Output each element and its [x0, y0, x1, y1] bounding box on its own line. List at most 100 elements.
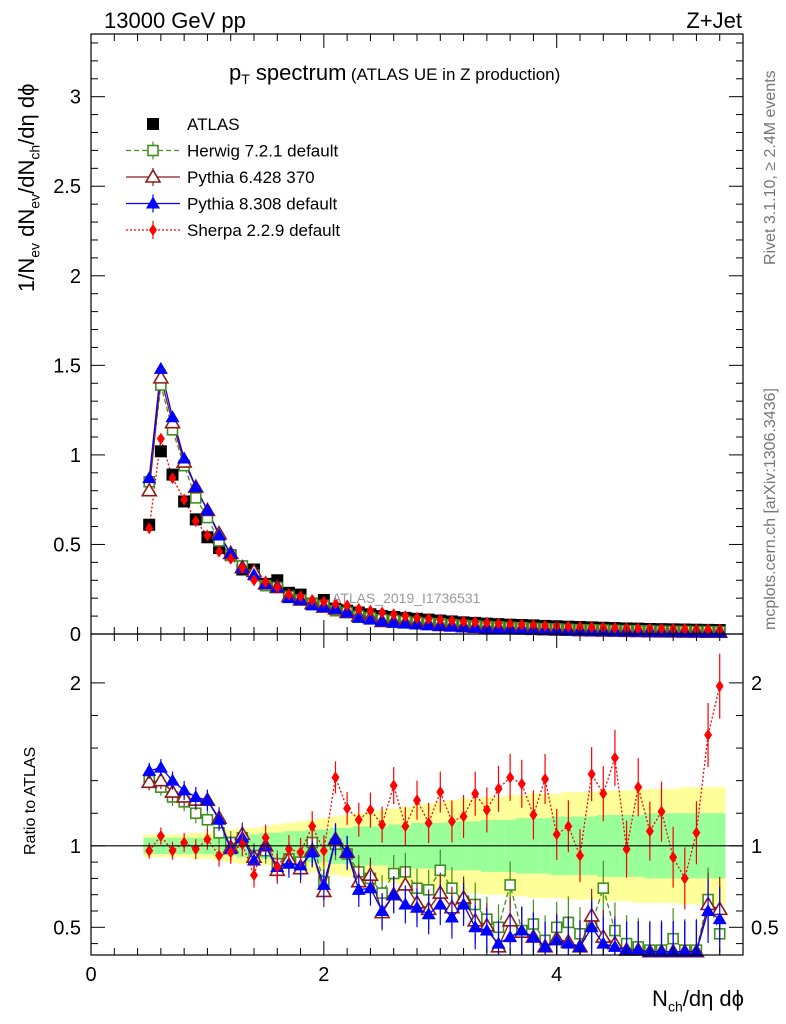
- ratio-point-sherpa: [308, 820, 317, 833]
- main-point-sherpa: [273, 581, 282, 594]
- ratio-point-pythia8: [444, 910, 459, 923]
- main-point-sherpa: [238, 561, 247, 574]
- ratio-point-sherpa: [517, 777, 526, 790]
- ratio-point-pythia8: [584, 920, 599, 933]
- ratio-point-sherpa: [576, 849, 584, 862]
- ratio-point-pythia8: [375, 904, 390, 917]
- main-point-sherpa: [517, 618, 526, 631]
- ratio-point-sherpa: [168, 844, 177, 857]
- xlabel: Nch/dη dϕ: [652, 986, 744, 1015]
- legend-label-pythia8: Pythia 8.308 default: [187, 195, 338, 214]
- ratio-point-pythia8: [654, 944, 669, 957]
- main-point-sherpa: [191, 515, 200, 528]
- ratio-point-pythia8: [188, 789, 203, 802]
- ratio-ytick-label: 0.5: [53, 917, 81, 939]
- main-point-sherpa: [704, 623, 713, 636]
- main-point-sherpa: [331, 597, 340, 610]
- ratio-point-pythia8: [712, 912, 727, 925]
- ratio-point-sherpa: [704, 729, 713, 742]
- ratio-point-pythia8: [549, 933, 564, 946]
- ratio-point-sherpa: [715, 680, 724, 693]
- main-point-sherpa: [541, 619, 550, 632]
- legend-marker-herwig: [147, 144, 159, 157]
- main-point-sherpa: [482, 616, 491, 629]
- main-point-sherpa: [459, 615, 468, 628]
- ratio-xtick-label: 0: [85, 964, 96, 986]
- ratio-point-sherpa: [343, 802, 352, 815]
- ratio-point-sherpa: [552, 828, 561, 841]
- ratio-point-sherpa: [669, 851, 678, 864]
- ratio-point-pythia8: [503, 930, 518, 943]
- main-point-pythia8: [363, 612, 378, 625]
- main-point-pythia8: [375, 614, 390, 627]
- ratio-point-pythia8: [363, 881, 378, 894]
- ratio-point-sherpa: [273, 861, 282, 874]
- ratio-point-pythia8: [340, 845, 355, 858]
- main-point-pythia6: [140, 482, 158, 497]
- ratio-point-pythia8: [491, 936, 506, 949]
- main-point-sherpa: [436, 613, 445, 626]
- main-point-pythia8: [340, 605, 355, 618]
- process-label: Z+Jet: [686, 8, 742, 33]
- ratio-point-pythia8: [386, 887, 401, 900]
- main-point-sherpa: [203, 529, 212, 542]
- ratio-line-sherpa: [148, 685, 721, 881]
- ratio-point-pythia8: [398, 897, 413, 910]
- ratio-point-pythia8: [410, 900, 424, 913]
- ratio-ytick-label: 1: [70, 836, 81, 858]
- main-point-sherpa: [145, 522, 154, 535]
- ratio-point-pythia8: [573, 939, 587, 952]
- ratio-point-sherpa: [599, 787, 608, 800]
- main-point-sherpa: [413, 611, 421, 624]
- ratio-point-sherpa: [238, 838, 247, 851]
- ratio-point-sherpa: [261, 831, 270, 844]
- beam-label: 13000 GeV pp: [104, 8, 246, 33]
- legend-label-atlas: ATLAS: [187, 115, 240, 134]
- main-point-pythia8: [177, 451, 192, 464]
- main-point-pythia8: [165, 410, 180, 423]
- ratio-point-sherpa: [436, 786, 445, 799]
- ratio-point-pythia8: [153, 760, 168, 773]
- ratio-point-sherpa: [459, 810, 468, 823]
- ratio-point-sherpa: [389, 779, 398, 792]
- main-point-sherpa: [308, 593, 317, 606]
- legend-label-sherpa: Sherpa 2.2.9 default: [187, 221, 340, 240]
- legend-marker-pythia8: [146, 196, 160, 209]
- main-point-pythia8: [386, 615, 401, 628]
- main-ytick-label: 3: [70, 87, 81, 109]
- main-point-sherpa: [354, 602, 363, 615]
- main-point-sherpa: [180, 493, 189, 506]
- main-point-sherpa: [284, 588, 293, 601]
- main-point-pythia8: [398, 616, 413, 629]
- main-point-sherpa: [494, 617, 503, 630]
- main-point-sherpa: [226, 552, 235, 565]
- main-point-pythia6: [152, 369, 170, 384]
- main-point-sherpa: [634, 622, 643, 635]
- ratio-point-herwig: [201, 813, 214, 826]
- ratio-point-pythia8: [165, 773, 180, 786]
- ratio-point-sherpa: [203, 833, 212, 846]
- title-rest: spectrum: [249, 60, 347, 85]
- ratio-ytick-label-right: 2: [751, 673, 762, 695]
- ratio-point-sherpa: [447, 815, 456, 828]
- ratio-point-pythia8: [677, 944, 692, 957]
- main-point-sherpa: [343, 599, 352, 612]
- ratio-point-pythia8: [351, 882, 366, 895]
- main-point-pythia8: [153, 361, 168, 374]
- main-point-sherpa: [401, 610, 410, 623]
- main-point-sherpa: [296, 590, 305, 603]
- ratio-point-herwig: [504, 879, 516, 891]
- legend-marker-sherpa: [149, 224, 157, 236]
- main-point-sherpa: [506, 618, 515, 631]
- chart-title: pT spectrum (ATLAS UE in Z production): [229, 60, 560, 87]
- ratio-point-herwig: [597, 882, 610, 894]
- main-ytick-label: 1.5: [53, 355, 81, 377]
- ratio-point-pythia8: [514, 923, 529, 936]
- ratio-point-pythia8: [701, 904, 716, 917]
- ratio-point-pythia8: [212, 812, 227, 825]
- main-point-sherpa: [250, 574, 258, 587]
- main-point-sherpa: [610, 621, 619, 634]
- ratio-point-sherpa: [471, 787, 480, 800]
- title-note: (ATLAS UE in Z production): [350, 65, 561, 84]
